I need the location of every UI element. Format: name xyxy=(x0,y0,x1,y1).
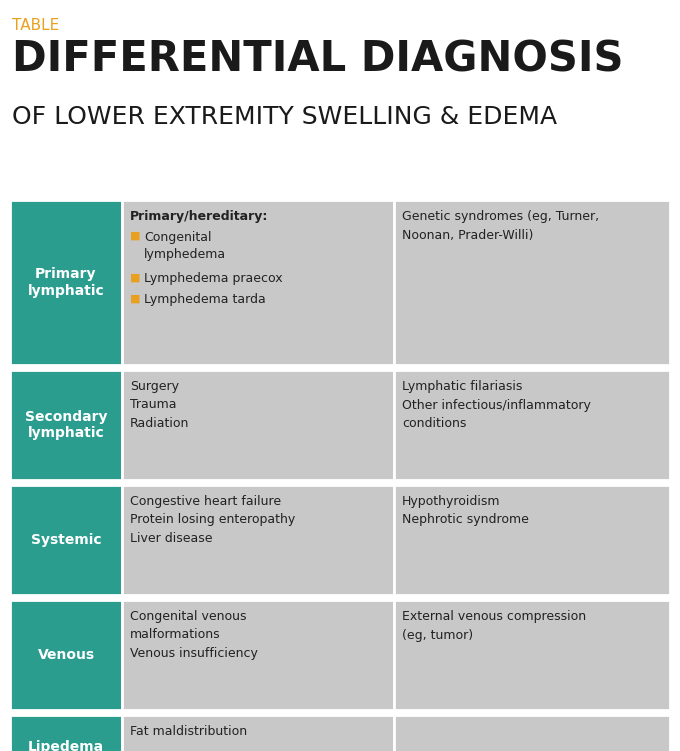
Text: Primary
lymphatic: Primary lymphatic xyxy=(28,267,104,297)
Bar xyxy=(10,200,122,365)
Text: ■: ■ xyxy=(130,231,141,241)
Text: Congestive heart failure
Protein losing enteropathy
Liver disease: Congestive heart failure Protein losing … xyxy=(130,495,295,545)
Bar xyxy=(394,370,670,480)
Bar xyxy=(10,370,122,480)
Text: OF LOWER EXTREMITY SWELLING & EDEMA: OF LOWER EXTREMITY SWELLING & EDEMA xyxy=(12,105,557,129)
Text: Secondary
lymphatic: Secondary lymphatic xyxy=(24,410,107,440)
Bar xyxy=(122,370,394,480)
Text: Congenital venous
malformations
Venous insufficiency: Congenital venous malformations Venous i… xyxy=(130,610,258,660)
Bar xyxy=(10,485,122,595)
Text: ■: ■ xyxy=(130,293,141,303)
Text: Surgery
Trauma
Radiation: Surgery Trauma Radiation xyxy=(130,380,189,430)
Bar xyxy=(394,600,670,710)
Text: External venous compression
(eg, tumor): External venous compression (eg, tumor) xyxy=(402,610,586,641)
Text: Lymphedema tarda: Lymphedema tarda xyxy=(144,293,266,306)
Bar xyxy=(122,485,394,595)
Text: Congenital
lymphedema: Congenital lymphedema xyxy=(144,231,226,261)
Text: Fat maldistribution: Fat maldistribution xyxy=(130,725,247,738)
Bar xyxy=(122,600,394,710)
Text: Systemic: Systemic xyxy=(31,533,101,547)
Text: TABLE: TABLE xyxy=(12,18,59,33)
Text: Lymphatic filariasis
Other infectious/inflammatory
conditions: Lymphatic filariasis Other infectious/in… xyxy=(402,380,591,430)
Bar xyxy=(394,200,670,365)
Text: Lipedema: Lipedema xyxy=(28,740,104,751)
Text: Primary/hereditary:: Primary/hereditary: xyxy=(130,210,269,223)
Text: Hypothyroidism
Nephrotic syndrome: Hypothyroidism Nephrotic syndrome xyxy=(402,495,529,526)
Bar xyxy=(10,715,122,751)
Text: Lymphedema praecox: Lymphedema praecox xyxy=(144,273,283,285)
Text: ■: ■ xyxy=(130,273,141,282)
Text: Venous: Venous xyxy=(37,648,95,662)
Bar xyxy=(394,485,670,595)
Bar xyxy=(10,600,122,710)
Bar xyxy=(394,715,670,751)
Text: Genetic syndromes (eg, Turner,
Noonan, Prader-Willi): Genetic syndromes (eg, Turner, Noonan, P… xyxy=(402,210,599,242)
Text: DIFFERENTIAL DIAGNOSIS: DIFFERENTIAL DIAGNOSIS xyxy=(12,38,624,80)
Bar xyxy=(122,200,394,365)
Bar xyxy=(122,715,394,751)
